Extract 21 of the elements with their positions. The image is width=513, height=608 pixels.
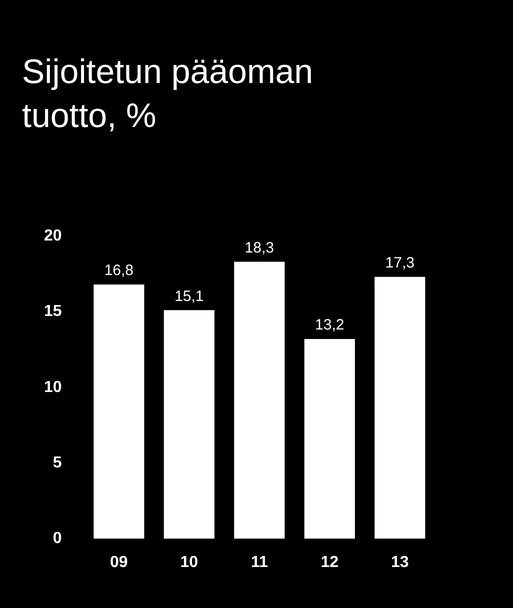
y-tick-label: 0 — [52, 530, 62, 548]
chart-title: Sijoitetun pääoman tuotto, % — [22, 52, 314, 137]
bar — [234, 262, 285, 539]
x-tick-label: 10 — [180, 554, 198, 571]
bar — [94, 284, 144, 539]
data-label: 13,2 — [315, 316, 344, 334]
x-tick-label: 12 — [320, 554, 339, 571]
data-label: 15,1 — [174, 288, 204, 305]
bar — [164, 310, 214, 539]
x-tick-label: 13 — [390, 554, 409, 571]
data-label: 16,8 — [104, 262, 134, 280]
data-label: 17,3 — [385, 254, 414, 272]
data-label: 18,3 — [244, 239, 274, 256]
x-tick-label: 09 — [110, 554, 128, 571]
y-tick-label: 20 — [44, 227, 62, 244]
bar — [374, 276, 426, 539]
y-tick-label: 5 — [52, 454, 62, 472]
x-tick-label: 11 — [250, 554, 268, 571]
y-tick-label: 10 — [44, 378, 62, 396]
bar — [304, 338, 355, 539]
y-tick-label: 15 — [44, 303, 62, 320]
